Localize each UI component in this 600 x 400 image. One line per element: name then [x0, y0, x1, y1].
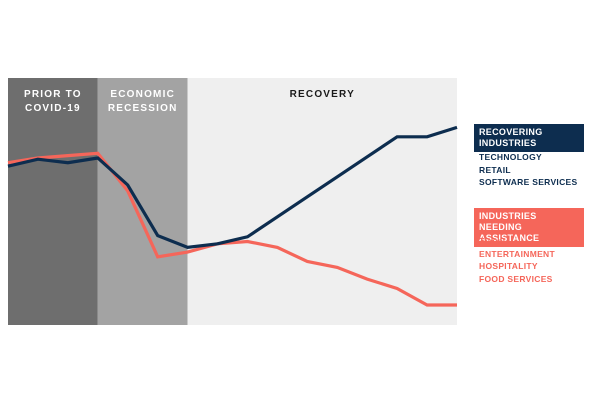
phase-band-2	[187, 78, 457, 325]
legend-item-technology: TECHNOLOGY	[479, 152, 542, 162]
legend-needing-title-line2: ASSISTANCE	[479, 233, 540, 243]
legend-item-food-services: FOOD SERVICES	[479, 273, 553, 284]
phase-label-2-line0: RECOVERY	[290, 89, 355, 100]
legend-item-software-services: SOFTWARE SERVICES	[479, 177, 578, 187]
phase-band-0	[8, 78, 98, 325]
legend-recovering-title-line1: RECOVERING	[479, 127, 543, 137]
series-line-recovering	[7, 125, 458, 250]
phase-band-1	[97, 78, 188, 325]
phase-label-0-line1: COVID-19	[25, 103, 81, 114]
legend-recovering-items: TECHNOLOGY RETAIL SOFTWARE SERVICES	[479, 151, 577, 189]
legend-item-entertainment: ENTERTAINMENT	[479, 248, 555, 259]
legend-needing-title-line1: INDUSTRIES NEEDING	[479, 211, 537, 232]
phase-label-0-line0: PRIOR TO	[24, 89, 82, 100]
legend-recovering-title-line2: INDUSTRIES	[479, 138, 537, 148]
legend-item-travel: Travel	[479, 236, 506, 246]
legend-item-retail: RETAIL	[479, 164, 511, 175]
legend-item-hospitality: HOSPITALITY	[479, 261, 538, 271]
series-line-needing-assistance	[7, 151, 457, 307]
legend-needing-items: Travel ENTERTAINMENT HOSPITALITY FOOD SE…	[479, 235, 555, 285]
legend-recovering-title: RECOVERING INDUSTRIES	[474, 124, 584, 152]
legend-needing-title: INDUSTRIES NEEDING ASSISTANCE	[474, 208, 584, 247]
phase-label-1-line1: RECESSION	[108, 103, 178, 114]
phase-label-1-line0: ECONOMIC	[110, 89, 175, 100]
